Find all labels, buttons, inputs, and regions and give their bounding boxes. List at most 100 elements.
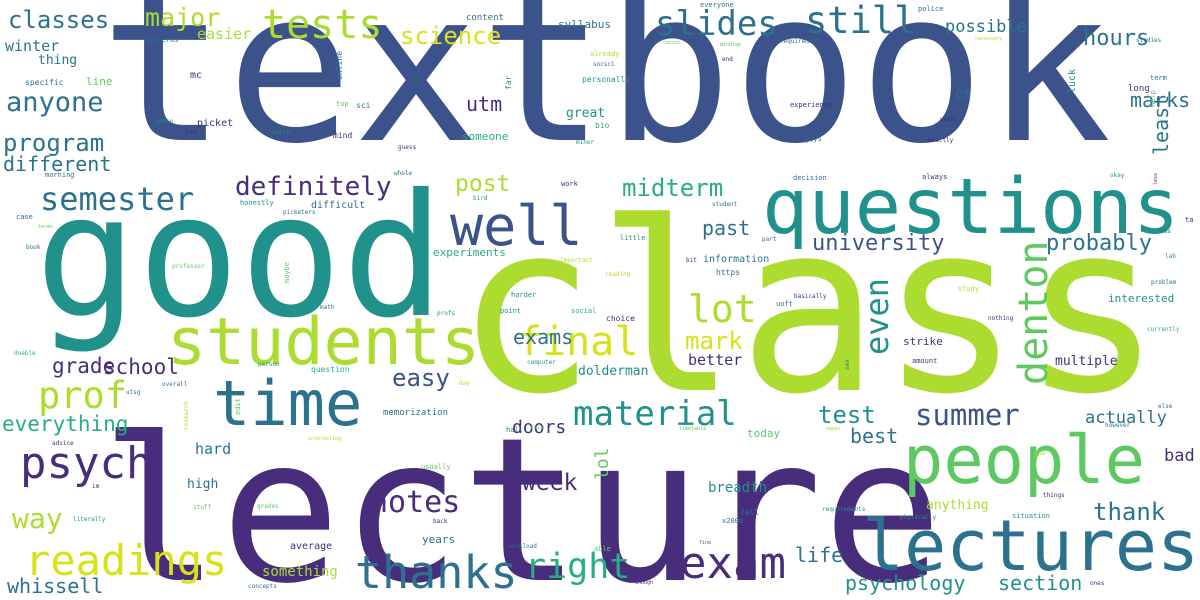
word-denton: denton [1011, 241, 1057, 386]
word-paper: paper [826, 426, 841, 432]
word-textbook: textbook [100, 0, 1111, 190]
word-interested: interested [1108, 292, 1174, 305]
word-time: time [213, 367, 362, 440]
word-sense: sense [155, 118, 173, 125]
word-even: even [858, 278, 896, 355]
word-lecture: lecture [100, 395, 943, 600]
word-part: part [762, 236, 777, 243]
word-advice: advice [52, 440, 74, 447]
word-exam: exam [680, 538, 786, 589]
word-requirement: requirement [780, 38, 820, 45]
word-however: however [1105, 422, 1131, 429]
word-psychology: psychology [845, 571, 965, 595]
word-least: least [1149, 95, 1173, 155]
word-major: major [145, 3, 220, 32]
word-doors: doors [512, 417, 566, 438]
word-past: past [702, 216, 750, 240]
word-science: science [400, 22, 501, 50]
word-best: best [850, 424, 898, 448]
word-professor: professor [172, 263, 205, 270]
word-something: something [262, 564, 338, 580]
word-average: average [290, 541, 332, 552]
word-grade: grade [52, 354, 115, 378]
word-cs: cs [955, 86, 972, 102]
word-tas: tas [1160, 228, 1171, 235]
word-information: information [703, 254, 769, 265]
word-tests: tests [262, 2, 382, 48]
word-today: today [747, 427, 780, 440]
word-important: important [560, 257, 593, 264]
word-thanks: thanks [355, 546, 518, 599]
word-far: far [504, 75, 513, 90]
word-basically: basically [794, 293, 827, 300]
word-memorization: memorization [383, 408, 448, 418]
word-usually: usually [421, 463, 451, 471]
word-way: way [12, 502, 63, 535]
word-term: term [1150, 74, 1167, 82]
word-content: content [466, 13, 504, 23]
word-day: day [459, 380, 470, 387]
word-police: police [918, 5, 943, 13]
word-life: life [795, 543, 843, 567]
word-ta: ta [1185, 216, 1193, 224]
word-class: class [455, 173, 1162, 446]
word-im: im [92, 483, 100, 490]
word-high: high [187, 477, 218, 492]
word-choice: choice [606, 314, 635, 323]
word-picket: picket [197, 118, 233, 129]
word-utm: utm [466, 92, 502, 116]
word-midterm: midterm [622, 174, 723, 202]
word-readings: readings [25, 536, 227, 585]
word-marks: marks [1130, 88, 1190, 112]
word-winter: winter [5, 37, 59, 55]
word-lab: lab [1165, 253, 1176, 260]
word-book: book [26, 244, 41, 251]
word-stuff: stuff [193, 504, 211, 511]
word-timetable: timetable [679, 426, 706, 432]
word-line: line [86, 75, 113, 88]
word-concepts: concepts [248, 583, 277, 590]
word-great: great [566, 106, 605, 121]
word-amount: amount [912, 357, 937, 365]
word-work: work [561, 180, 579, 188]
word-person: person [258, 361, 280, 368]
word-exactly: exactly [928, 137, 954, 144]
word-final: final [518, 319, 638, 365]
word-else: else [1158, 403, 1173, 410]
word-necessary: necessary [975, 36, 1002, 42]
word-anything: anything [926, 498, 989, 513]
word-less: less [1153, 173, 1159, 185]
word-questions: questions [762, 163, 1179, 252]
word-maybe: maybe [283, 262, 291, 283]
word-good: good [35, 158, 444, 356]
word-overall: overall [162, 381, 188, 388]
word-sex: sex [844, 359, 851, 370]
word-luck: luck [1067, 69, 1078, 93]
word-x200b: x200b [722, 517, 743, 525]
word-guess: guess [398, 144, 416, 151]
word-hard: hard [195, 440, 231, 458]
word-things: things [1043, 492, 1065, 499]
word-interesting: interesting [308, 436, 341, 442]
word-social: social [571, 307, 596, 315]
word-back: back [433, 518, 448, 525]
word-easy: easy [392, 364, 450, 392]
word-midterms: midterms [145, 36, 179, 44]
word-school: school [103, 355, 179, 379]
word-strike: strike [903, 335, 943, 348]
word-doable: doable [14, 350, 36, 357]
word-multiple: multiple [1055, 354, 1118, 369]
word-fall: fall [740, 508, 759, 517]
word-mind: mind [333, 131, 352, 140]
word-reading: reading [605, 271, 631, 278]
word-right: right [525, 547, 630, 587]
word-question: question [311, 365, 350, 374]
word-already: already [590, 50, 620, 58]
word-different: different [3, 152, 111, 176]
word-probably: probably [1046, 231, 1152, 256]
word-mc: mc [190, 70, 202, 81]
word-week: week [522, 470, 578, 496]
word-sci: sci [356, 101, 371, 110]
word-https: https [716, 268, 740, 277]
